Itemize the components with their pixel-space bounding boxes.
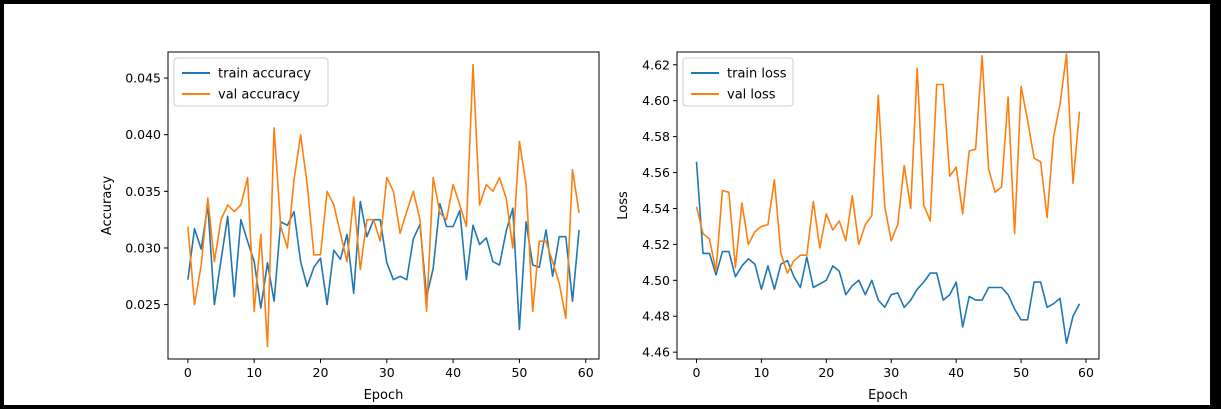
series-line-train-accuracy bbox=[187, 200, 580, 331]
accuracy-x-axis-label: Epoch bbox=[364, 388, 404, 403]
loss-x-tick-label: 40 bbox=[948, 365, 964, 380]
accuracy-x-tick-label: 60 bbox=[578, 365, 594, 380]
accuracy-y-tick-label: 0.030 bbox=[125, 240, 161, 255]
accuracy-legend-box bbox=[173, 57, 329, 107]
accuracy-y-tick-label: 0.040 bbox=[125, 127, 161, 142]
accuracy-x-ticks: 0 10 20 30 40 50 60 bbox=[184, 359, 594, 380]
loss-y-tick-label: 4.54 bbox=[642, 201, 670, 216]
accuracy-x-tick-label: 10 bbox=[246, 365, 262, 380]
loss-chart: 0 10 20 30 40 50 60 4.464.484.504.524.544.564.… bbox=[616, 51, 1100, 403]
loss-y-tick-label: 4.48 bbox=[642, 309, 670, 324]
loss-x-tick-label: 0 bbox=[693, 365, 701, 380]
loss-y-ticks: 4.46 4.48 4.50 4.52 4.54 4.56 4.58 4.60 4.62 bbox=[642, 57, 677, 360]
series-line-val-accuracy bbox=[187, 63, 580, 348]
legend-label-val-accuracy: val accuracy bbox=[218, 88, 300, 103]
accuracy-x-tick-label: 50 bbox=[511, 365, 527, 380]
accuracy-x-tick-label: 40 bbox=[445, 365, 461, 380]
accuracy-y-tick-label: 0.045 bbox=[125, 71, 161, 86]
loss-y-tick-label: 4.50 bbox=[642, 273, 670, 288]
figure: 0 10 20 30 40 50 60 0.0250.0300.0350.0400.045 … bbox=[100, 51, 1100, 403]
accuracy-y-tick-label: 0.025 bbox=[125, 297, 161, 312]
loss-y-tick-label: 4.52 bbox=[642, 237, 670, 252]
loss-y-tick-label: 4.46 bbox=[642, 345, 670, 360]
loss-x-tick-label: 30 bbox=[883, 365, 899, 380]
legend-label-train-loss: train loss bbox=[727, 67, 787, 82]
loss-x-tick-label: 20 bbox=[818, 365, 834, 380]
loss-y-tick-label: 4.56 bbox=[642, 165, 670, 180]
loss-x-tick-label: 10 bbox=[753, 365, 769, 380]
loss-axes-frame bbox=[676, 51, 1100, 360]
loss-y-tick-label: 4.58 bbox=[642, 129, 670, 144]
figure-canvas: 0 10 20 30 40 50 60 0.025 0.030 0.035 0.040 0.045 … bbox=[4, 4, 1210, 405]
accuracy-x-tick-label: 0 bbox=[184, 365, 192, 380]
loss-x-axis-label: Epoch bbox=[868, 388, 908, 403]
accuracy-y-ticks: 0.025 0.030 0.035 0.040 0.045 bbox=[125, 71, 168, 312]
loss-x-tick-label: 60 bbox=[1078, 365, 1094, 380]
loss-lines bbox=[695, 53, 1081, 345]
series-line-train-loss bbox=[695, 161, 1081, 345]
loss-y-tick-label: 4.62 bbox=[642, 57, 670, 72]
accuracy-y-axis-label: Accuracy bbox=[100, 176, 115, 236]
loss-x-ticks: 0 10 20 30 40 50 60 bbox=[693, 359, 1094, 380]
accuracy-y-tick-label: 0.035 bbox=[125, 184, 161, 199]
series-line-val-loss bbox=[695, 53, 1081, 274]
accuracy-chart: 0 10 20 30 40 50 60 0.0250.0300.0350.0400.045 … bbox=[100, 51, 600, 403]
accuracy-x-tick-label: 30 bbox=[379, 365, 395, 380]
accuracy-axes-frame bbox=[167, 51, 600, 360]
loss-y-tick-label: 4.60 bbox=[642, 93, 670, 108]
legend-label-train-accuracy: train accuracy bbox=[218, 67, 311, 82]
loss-legend: train loss val loss bbox=[682, 57, 794, 107]
loss-y-axis-label: Loss bbox=[616, 191, 631, 220]
accuracy-x-tick-label: 20 bbox=[313, 365, 329, 380]
accuracy-lines bbox=[187, 63, 580, 348]
legend-label-val-loss: val loss bbox=[727, 88, 776, 103]
accuracy-legend: train accuracy val accuracy bbox=[173, 57, 329, 107]
loss-x-tick-label: 50 bbox=[1013, 365, 1029, 380]
